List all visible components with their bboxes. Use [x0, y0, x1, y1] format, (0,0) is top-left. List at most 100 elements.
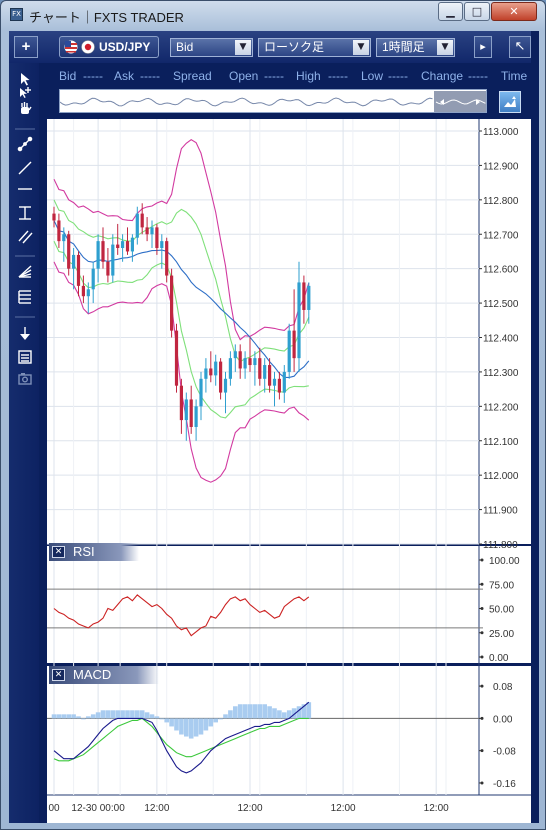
quote-value-bid: ----- [83, 69, 103, 83]
cursor-icon[interactable] [21, 73, 30, 86]
macd-histogram-bar [188, 718, 194, 739]
macd-panel-label: ✕ MACD [49, 666, 159, 684]
macd-histogram-bar [184, 718, 189, 737]
candle-body [204, 368, 208, 379]
rsi-tick-dot [480, 558, 484, 562]
candle-body [223, 378, 228, 393]
timeframe-value: 1時間足 [382, 40, 425, 54]
timeframe-select[interactable]: 1時間足 ▼ [376, 38, 455, 57]
candle-body [302, 282, 306, 310]
price-tick-label: 113.000 [483, 127, 519, 138]
fan-icon[interactable] [18, 265, 32, 278]
candle-body [116, 244, 120, 249]
chart-canvas[interactable]: 113.000 112.900 112.800 112.700 112.600 112.5… [47, 119, 539, 823]
camera-icon[interactable] [18, 373, 32, 385]
y-axis-bg [479, 119, 539, 823]
macd-histogram-bar [242, 704, 248, 719]
candle-body [111, 244, 115, 276]
macd-histogram-bar [301, 704, 307, 719]
macd-histogram-bar [144, 712, 150, 719]
time-tick-label: 12:00 [237, 803, 262, 814]
candle-body [62, 234, 66, 242]
candle-body [248, 358, 252, 366]
price-type-select[interactable]: Bid ▼ [170, 38, 253, 57]
chart-area: Bid ----- Ask ----- Spread Open ----- Hi… [47, 63, 539, 823]
line-tool-icon[interactable] [18, 161, 32, 175]
quote-value-ask: ----- [140, 69, 160, 83]
candle-body [86, 289, 90, 297]
macd-histogram-bar [193, 718, 199, 737]
macd-histogram-bar [233, 706, 238, 719]
candle-body [106, 261, 110, 276]
candle-body [72, 254, 76, 269]
maximize-button[interactable]: □ [464, 2, 490, 21]
macd-signal-line [53, 717, 309, 762]
navigator-reset-button[interactable] [499, 91, 521, 113]
candle-body [81, 285, 85, 297]
title-bar[interactable]: FX チャート｜FXTS TRADER ▁ □ ✕ [1, 1, 545, 29]
chart-type-select[interactable]: ローソク足 ▼ [258, 38, 371, 57]
candle-body [91, 268, 95, 290]
jp-flag-icon [81, 40, 95, 54]
macd-histogram-bar [56, 714, 62, 719]
candle-body [268, 365, 272, 386]
download-icon[interactable] [20, 327, 30, 340]
macd-histogram-bar [218, 718, 223, 720]
quote-value-change: ----- [468, 69, 488, 83]
macd-histogram-bar [125, 710, 130, 719]
macd-line [53, 701, 310, 774]
macd-tick-label: 0.00 [493, 714, 513, 725]
close-button[interactable]: ✕ [491, 2, 537, 21]
candle-body [57, 220, 61, 242]
candle-body [253, 358, 257, 366]
macd-histogram-bar [296, 706, 302, 719]
time-tick-label: 12:00 [424, 803, 449, 814]
candle-body [184, 399, 188, 421]
fibonacci-icon[interactable] [18, 290, 31, 304]
macd-histogram-bar [262, 704, 267, 719]
chart-client-area: + USD/JPY Bid ▼ ローソク足 ▼ [9, 31, 539, 823]
macd-tick-dot [480, 684, 484, 688]
moving-average-line [53, 220, 310, 378]
candle-body [282, 371, 286, 393]
bollinger-upper-outer-line [53, 139, 310, 341]
candle-body [150, 227, 154, 235]
quote-bar: Bid ----- Ask ----- Spread Open ----- Hi… [47, 63, 539, 119]
rsi-tick-label: 25.00 [489, 629, 514, 640]
macd-histogram-bar [237, 704, 243, 719]
candle-body [179, 385, 183, 421]
candle-body [130, 237, 134, 252]
hand-icon[interactable] [21, 102, 32, 114]
trendline-tool-icon[interactable] [17, 136, 33, 152]
macd-histogram-bar [71, 714, 76, 719]
candle-body [277, 378, 281, 393]
detach-window-button[interactable]: ↖ [509, 36, 531, 58]
quote-label-time: Time [501, 69, 528, 83]
macd-histogram-bar [130, 710, 135, 719]
toolbar-scroll-right-button[interactable]: ▸ [474, 36, 492, 58]
quote-label-change: Change [421, 69, 464, 83]
candle-body [194, 406, 198, 427]
close-macd-icon[interactable]: ✕ [52, 669, 65, 681]
drawing-tools-icons [15, 73, 35, 385]
add-chart-button[interactable]: + [14, 36, 38, 58]
macd-histogram-bar [139, 710, 145, 719]
symbol-selector[interactable]: USD/JPY [59, 36, 159, 58]
chart-type-value: ローソク足 [264, 40, 325, 54]
price-tick-label: 112.800 [483, 196, 519, 207]
parallel-lines-icon[interactable] [18, 230, 33, 244]
macd-histogram-bar [86, 716, 91, 719]
list-icon[interactable] [18, 350, 32, 364]
close-rsi-icon[interactable]: ✕ [52, 546, 65, 558]
macd-tick-dot [480, 781, 484, 785]
navigator-window[interactable] [434, 91, 486, 112]
macd-histogram-bar [198, 718, 204, 735]
chart-navigator[interactable] [59, 89, 487, 113]
price-type-value: Bid [176, 40, 194, 54]
macd-tick-label: -0.16 [493, 779, 516, 790]
crosshair-cursor-icon[interactable] [20, 87, 31, 98]
vertical-line-icon[interactable] [19, 206, 31, 220]
minimize-button[interactable]: ▁ [438, 2, 463, 21]
price-tick-label: 112.700 [483, 230, 519, 241]
